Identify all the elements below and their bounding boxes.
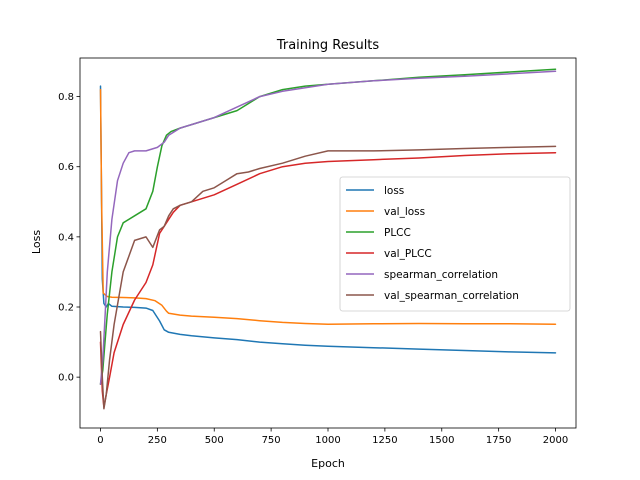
- y-axis-ticks: 0.0 0.2 0.4 0.6 0.8: [58, 92, 80, 384]
- x-axis-label: Epoch: [311, 457, 345, 470]
- legend-label: val_loss: [384, 206, 425, 218]
- x-tick-label: 1500: [429, 435, 454, 446]
- x-tick-label: 1750: [486, 435, 511, 446]
- legend-label: val_PLCC: [384, 248, 432, 260]
- x-tick-label: 1250: [372, 435, 397, 446]
- legend-label: spearman_correlation: [384, 269, 498, 281]
- legend-label: PLCC: [384, 227, 411, 239]
- series-line-val-plcc: [99, 151, 557, 408]
- x-tick-label: 500: [205, 435, 224, 446]
- chart-title: Training Results: [276, 38, 380, 53]
- legend-label: val_spearman_correlation: [384, 290, 519, 302]
- legend: loss val_loss PLCC val_PLCC spearman_correla…: [339, 176, 571, 312]
- y-axis-label: Loss: [30, 230, 43, 254]
- legend-box: [339, 176, 571, 312]
- y-tick-label: 0.2: [58, 303, 74, 314]
- y-tick-label: 0.8: [58, 92, 74, 103]
- x-tick-label: 1000: [315, 435, 340, 446]
- x-tick-label: 2000: [543, 435, 568, 446]
- y-tick-label: 0.6: [58, 162, 74, 173]
- series-line-spearman-correlation: [99, 70, 557, 385]
- legend-label: loss: [384, 185, 404, 197]
- series-line-val-loss: [99, 88, 557, 325]
- y-tick-label: 0.4: [58, 232, 74, 243]
- plot-series: [99, 68, 557, 410]
- y-tick-label: 0.0: [58, 373, 74, 384]
- x-axis-ticks: 0 250 500 750 1000 1250 1500 1750 2000: [97, 428, 568, 446]
- x-tick-label: 750: [262, 435, 281, 446]
- x-tick-label: 250: [148, 435, 167, 446]
- series-line-val-spearman-correlation: [99, 145, 557, 410]
- x-tick-label: 0: [97, 435, 103, 446]
